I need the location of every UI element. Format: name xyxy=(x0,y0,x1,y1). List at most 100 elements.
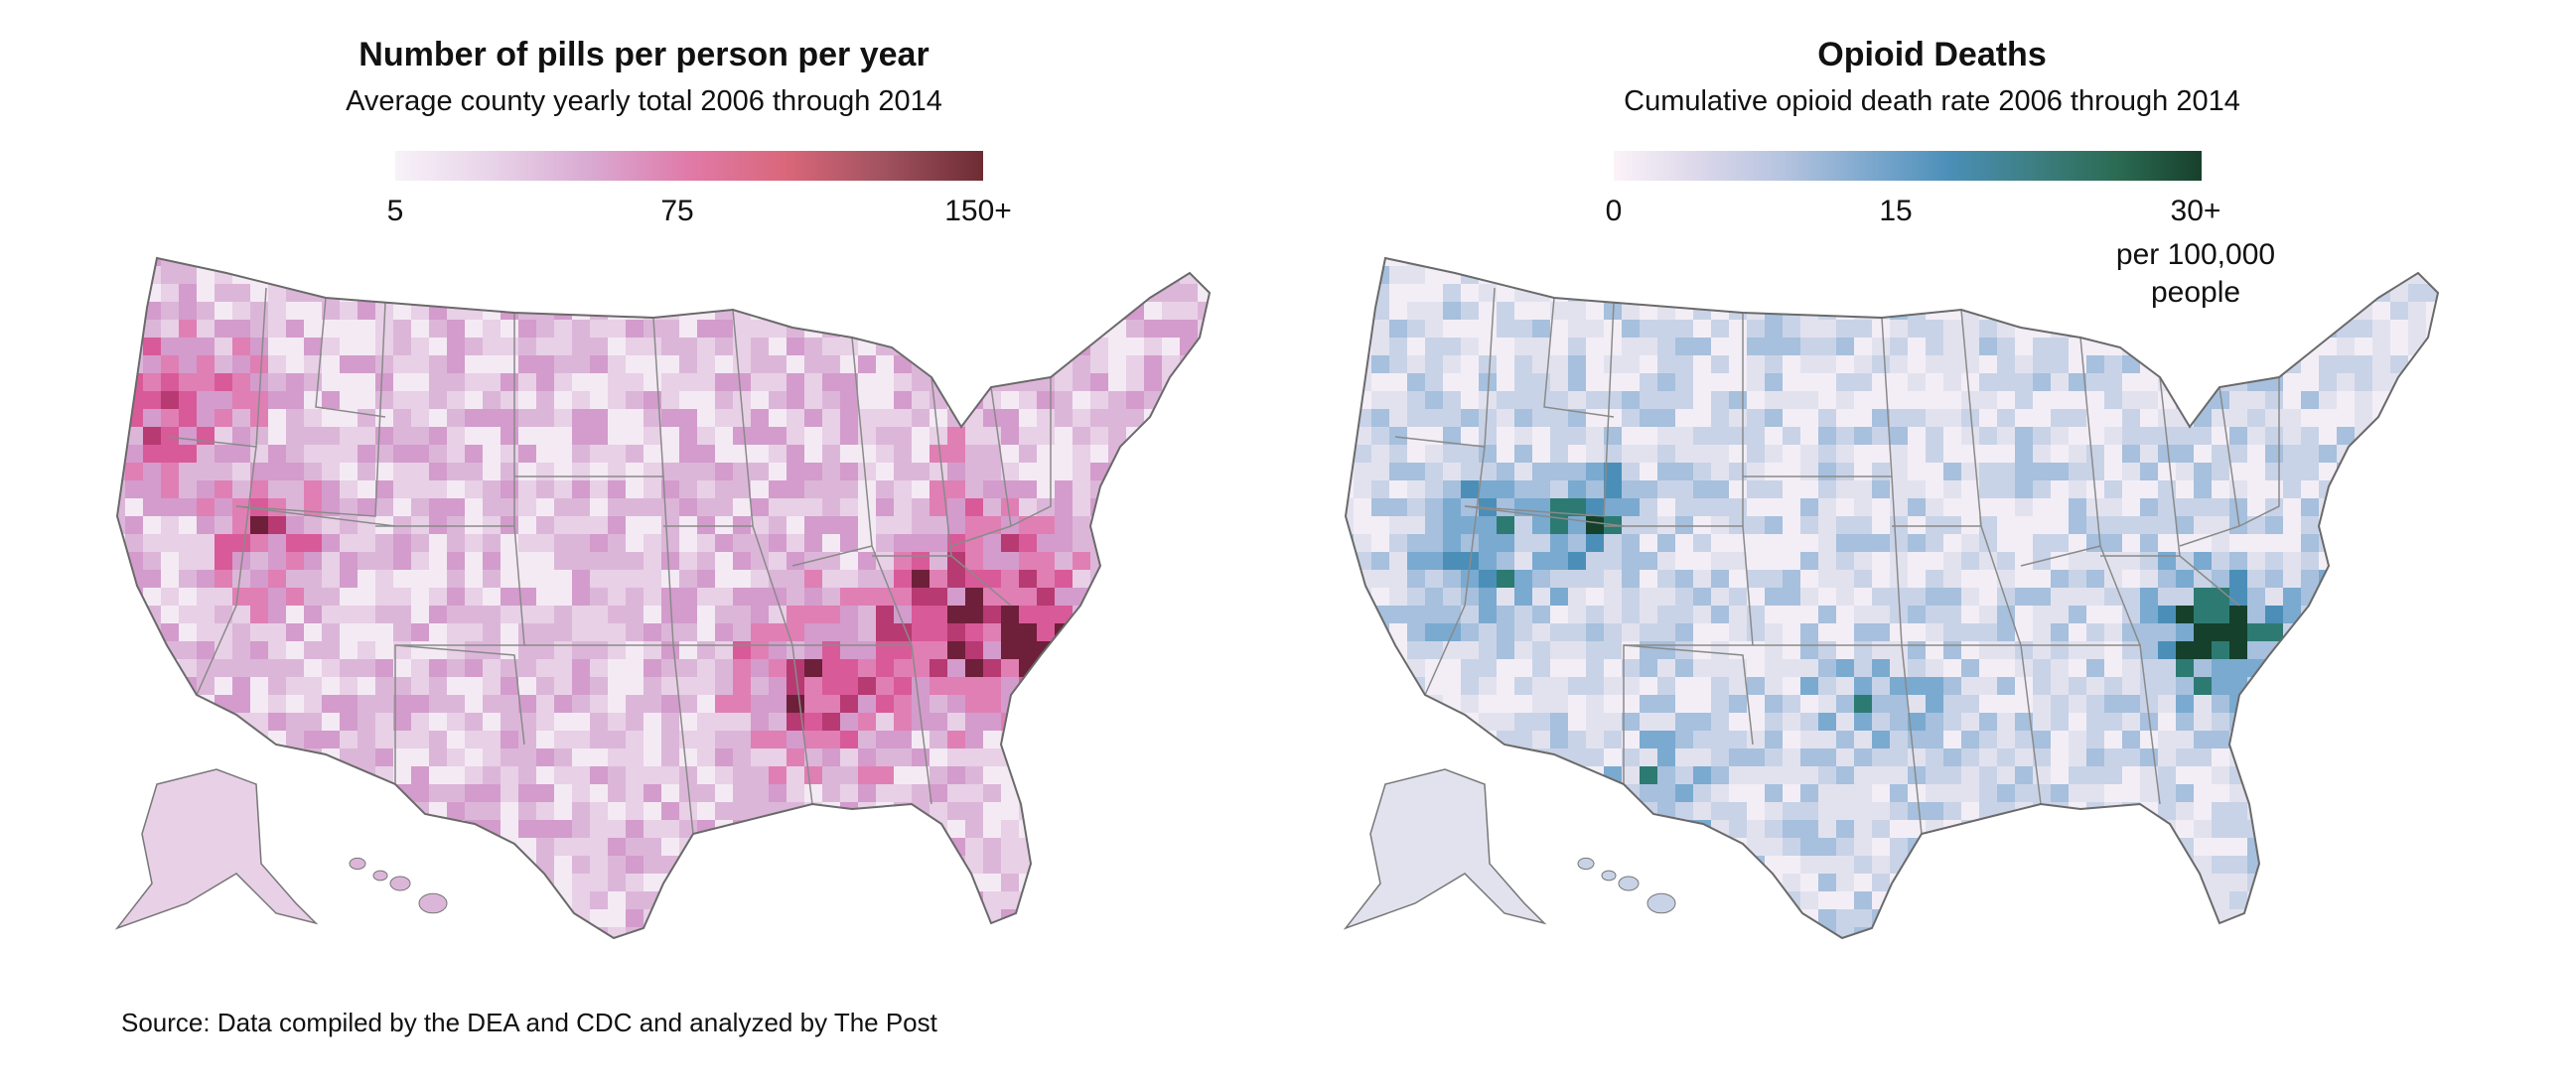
county-cell xyxy=(143,552,162,571)
county-cell xyxy=(322,659,341,678)
county-cell xyxy=(2355,463,2373,481)
county-cell xyxy=(679,498,698,517)
county-cell xyxy=(1818,463,1837,481)
county-cell xyxy=(626,695,644,714)
county-cell xyxy=(2372,820,2391,839)
county-cell xyxy=(393,552,412,571)
county-cell xyxy=(2337,820,2356,839)
county-cell xyxy=(501,731,519,749)
county-cell xyxy=(894,427,913,446)
county-cell xyxy=(1073,659,1091,678)
county-cell xyxy=(1693,534,1712,553)
county-cell xyxy=(1497,284,1515,303)
county-cell xyxy=(2390,891,2409,910)
county-cell xyxy=(697,445,716,464)
county-cell xyxy=(161,588,180,607)
county-cell xyxy=(2051,534,2070,553)
county-cell xyxy=(965,373,984,392)
county-cell xyxy=(304,355,323,374)
county-cell xyxy=(1144,498,1163,517)
county-cell xyxy=(822,463,841,481)
county-cell xyxy=(2408,516,2427,535)
county-cell xyxy=(1073,713,1091,732)
county-cell xyxy=(1622,373,1641,392)
county-cell xyxy=(2337,258,2356,267)
county-cell xyxy=(2337,677,2356,696)
county-cell xyxy=(1711,498,1730,517)
county-cell xyxy=(733,534,752,553)
county-cell xyxy=(1622,463,1641,481)
county-cell xyxy=(1943,659,1962,678)
county-cell xyxy=(1162,258,1181,267)
county-cell xyxy=(1729,427,1748,446)
county-cell xyxy=(375,927,394,938)
county-cell xyxy=(2069,713,2087,732)
county-cell xyxy=(1586,391,1605,410)
county-cell xyxy=(1657,588,1676,607)
county-cell xyxy=(751,552,770,571)
county-cell xyxy=(2158,713,2177,732)
county-cell xyxy=(268,641,287,660)
county-cell xyxy=(2069,588,2087,607)
county-cell xyxy=(1019,820,1038,839)
county-cell xyxy=(2301,784,2320,803)
deaths-color-legend xyxy=(1614,151,2202,181)
county-cell xyxy=(536,748,555,767)
county-cell xyxy=(117,927,126,938)
county-cell xyxy=(1162,480,1181,499)
county-cell xyxy=(1126,552,1145,571)
county-cell xyxy=(447,320,466,339)
county-cell xyxy=(1090,302,1109,321)
county-cell xyxy=(117,258,126,267)
county-cell xyxy=(268,677,287,696)
county-cell xyxy=(501,623,519,642)
county-cell xyxy=(197,677,215,696)
county-cell xyxy=(2069,445,2087,464)
deaths-panel: Opioid Deaths Cumulative opioid death ra… xyxy=(1288,0,2576,993)
county-cell xyxy=(876,891,895,910)
county-cell xyxy=(2229,891,2248,910)
county-cell xyxy=(733,784,752,803)
county-cell xyxy=(1747,391,1766,410)
county-cell xyxy=(930,606,948,624)
county-cell xyxy=(2158,856,2177,875)
county-cell xyxy=(358,659,376,678)
county-cell xyxy=(161,373,180,392)
county-cell xyxy=(1711,891,1730,910)
county-cell xyxy=(1979,856,1998,875)
county-cell xyxy=(358,338,376,356)
county-cell xyxy=(268,445,287,464)
county-cell xyxy=(1979,445,1998,464)
county-cell xyxy=(947,427,966,446)
county-cell xyxy=(1550,284,1569,303)
county-cell xyxy=(2355,588,2373,607)
county-cell xyxy=(1346,284,1355,303)
county-cell xyxy=(1586,659,1605,678)
county-cell xyxy=(1037,258,1056,267)
county-cell xyxy=(1979,266,1998,285)
county-cell xyxy=(1514,659,1533,678)
county-cell xyxy=(1126,838,1145,857)
county-cell xyxy=(1675,391,1694,410)
county-cell xyxy=(1126,713,1145,732)
county-cell xyxy=(2158,427,2177,446)
county-cell xyxy=(1001,927,1020,938)
county-cell xyxy=(2086,409,2105,428)
county-cell xyxy=(117,588,126,607)
county-cell xyxy=(2390,570,2409,589)
county-cell xyxy=(1144,891,1163,910)
county-cell xyxy=(1090,909,1109,928)
county-cell xyxy=(1729,266,1748,285)
county-cell xyxy=(2444,373,2463,392)
county-cell xyxy=(1019,498,1038,517)
county-cell xyxy=(822,302,841,321)
county-cell xyxy=(715,266,734,285)
county-cell xyxy=(1800,373,1819,392)
county-cell xyxy=(358,784,376,803)
county-cell xyxy=(1961,480,1980,499)
county-cell xyxy=(912,909,930,928)
county-cell xyxy=(2355,570,2373,589)
county-cell xyxy=(2426,784,2438,803)
county-cell xyxy=(715,570,734,589)
county-cell xyxy=(304,838,323,857)
